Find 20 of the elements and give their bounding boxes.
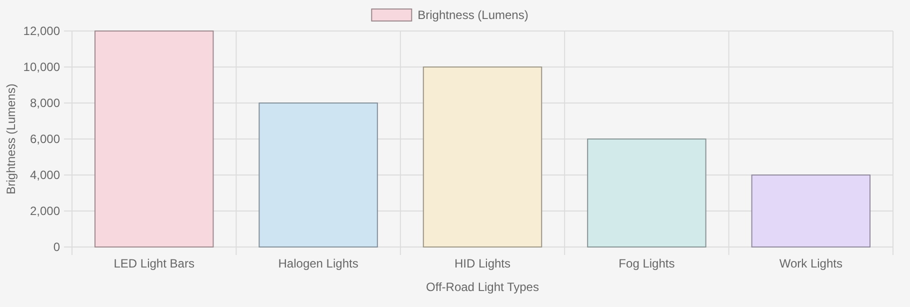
bar	[751, 174, 871, 248]
bar	[587, 138, 706, 248]
legend-label: Brightness (Lumens)	[418, 8, 528, 22]
y-tick-label: 0	[53, 240, 60, 254]
y-tick-label: 6,000	[30, 132, 60, 146]
x-tick-label: HID Lights	[454, 256, 511, 271]
y-tick-label: 12,000	[23, 24, 60, 38]
x-tick-label: LED Light Bars	[114, 256, 194, 271]
bar	[258, 102, 378, 248]
x-tick-label: Halogen Lights	[278, 256, 358, 271]
bar	[422, 66, 542, 248]
x-tick-label: Fog Lights	[618, 256, 675, 271]
y-tick-label: 10,000	[23, 60, 60, 74]
y-tick-label: 8,000	[30, 96, 60, 110]
y-tick-label: 4,000	[30, 168, 60, 182]
x-axis-title: Off-Road Light Types	[426, 280, 539, 294]
y-axis-title: Brightness (Lumens)	[4, 84, 18, 194]
y-tick-label: 2,000	[30, 204, 60, 218]
x-tick-label: Work Lights	[779, 256, 842, 271]
bar	[94, 30, 214, 248]
